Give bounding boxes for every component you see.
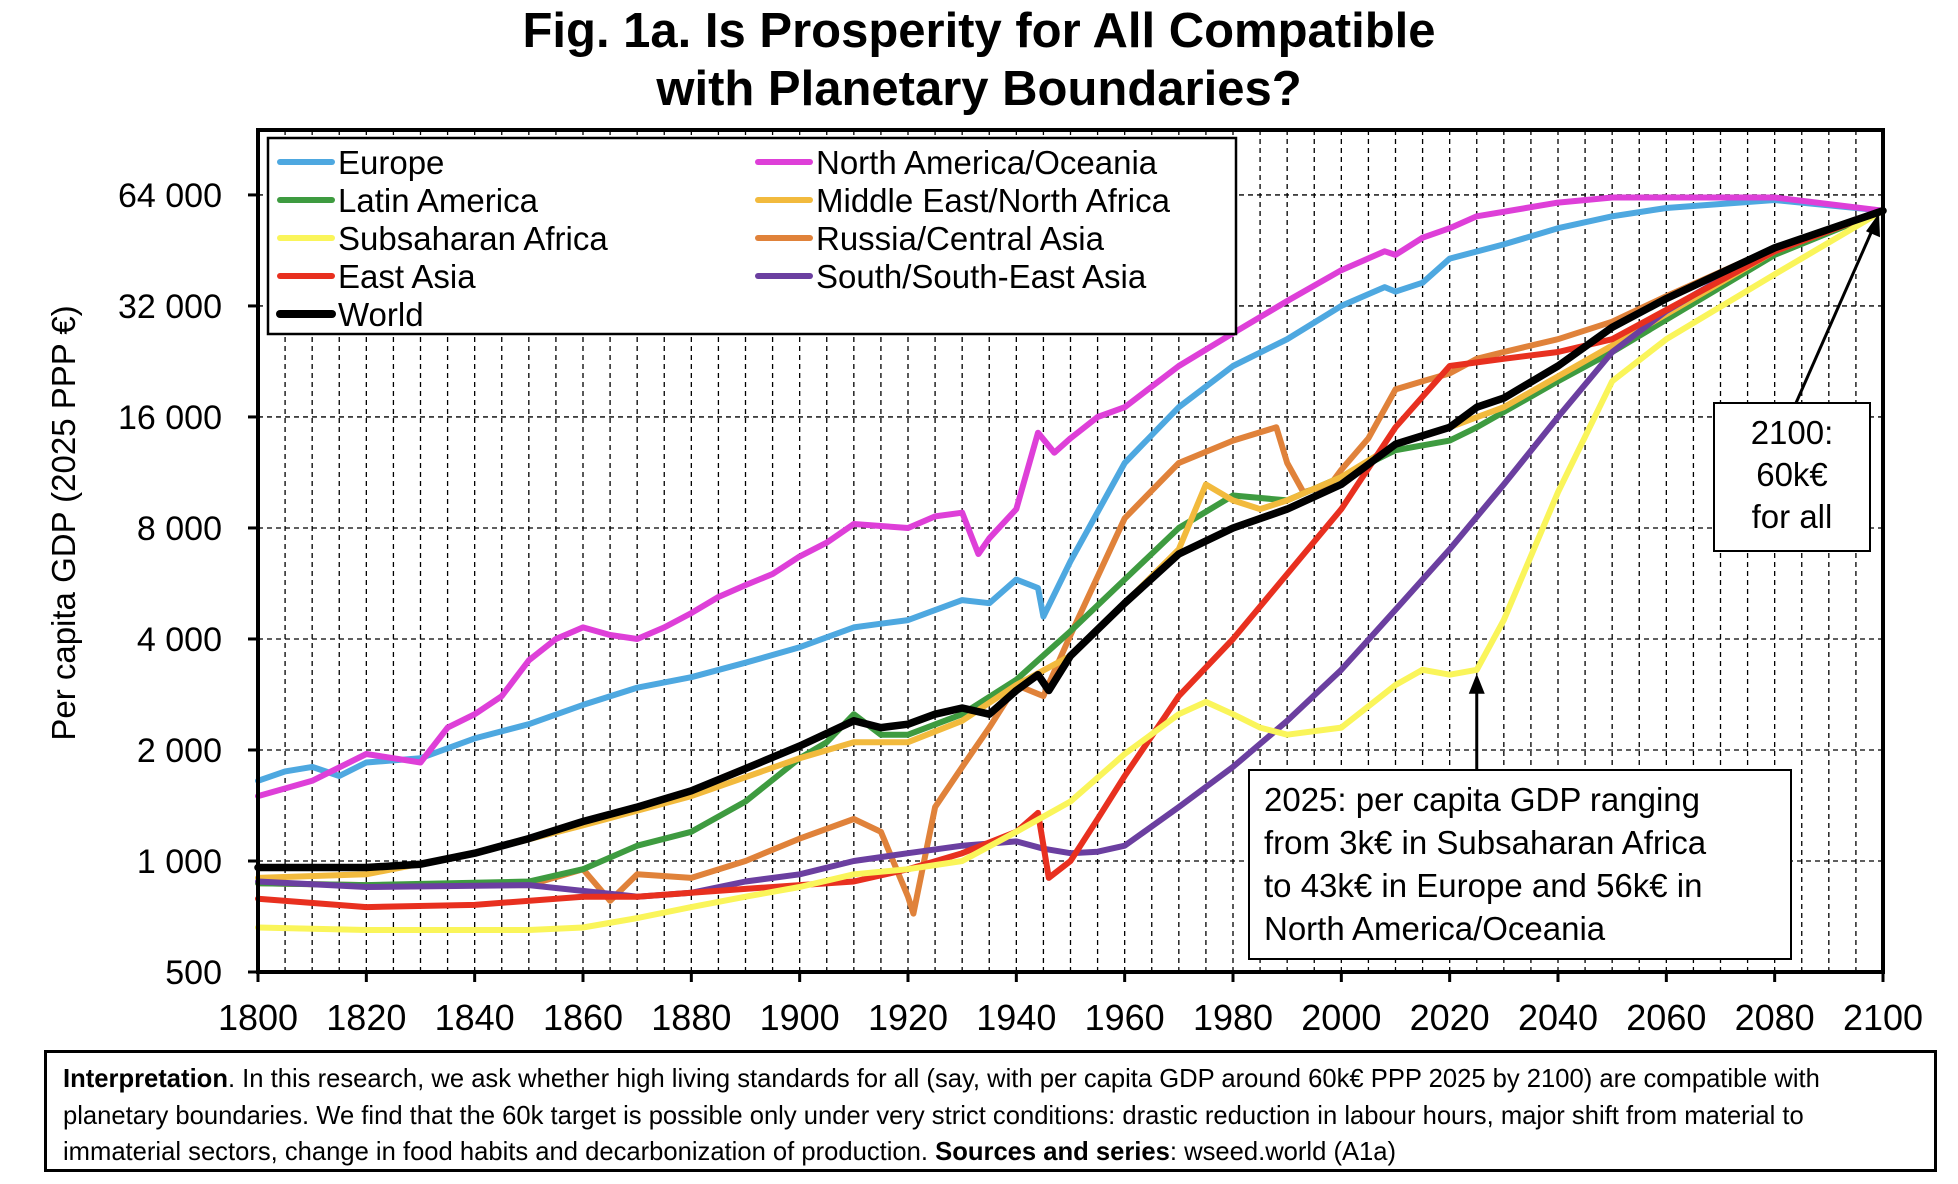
annotation-2100: 2100: 60k€ for all (1713, 213, 1880, 552)
series-line-east-asia (255, 207, 1886, 911)
legend-item-north-america-oceania: North America/Oceania (755, 144, 1158, 181)
plot-frame (256, 128, 1885, 974)
x-tick-label: 2040 (1518, 997, 1598, 1038)
annotation-text-line: from 3k€ in Subsaharan Africa (1264, 824, 1707, 861)
annotation-2025: 2025: per capita GDP ranging from 3k€ in … (1248, 673, 1792, 960)
y-tick-label: 16 000 (118, 399, 222, 437)
series-line-latin-america (255, 207, 1886, 889)
legend-item-latin-america: Latin America (277, 182, 539, 219)
legend-label: Russia/Central Asia (816, 220, 1105, 257)
y-tick-label: 1 000 (137, 843, 222, 881)
x-tick-label: 1880 (651, 997, 731, 1038)
annotation-text-line: for all (1752, 498, 1833, 535)
x-tick-label: 1940 (976, 997, 1056, 1038)
x-tick-label: 1900 (760, 997, 840, 1038)
annotation-text-line: 2025: per capita GDP ranging (1264, 781, 1700, 818)
x-tick-label: 1920 (868, 997, 948, 1038)
x-tick-label: 1820 (326, 997, 406, 1038)
y-tick-label: 32 000 (118, 288, 222, 326)
series-line-subsaharan-africa (255, 207, 1886, 933)
legend-label: Europe (338, 144, 444, 181)
legend-label: Subsaharan Africa (338, 220, 608, 257)
chart-title-line-2: with Planetary Boundaries? (656, 62, 1302, 116)
annotation-text-line: 60k€ (1756, 456, 1828, 493)
y-axis-ticks: 500 1 000 2 000 4 000 8 000 16 000 32 000 64 00… (118, 177, 258, 992)
x-tick-label: 2020 (1410, 997, 1490, 1038)
x-tick-label: 2080 (1735, 997, 1815, 1038)
legend-item-east-asia: East Asia (277, 258, 476, 295)
x-tick-label: 1840 (435, 997, 515, 1038)
sources-label: Sources and series (935, 1138, 1170, 1166)
series-line-north-america-oceania (255, 194, 1886, 800)
y-tick-label: 500 (165, 954, 222, 992)
annotation-arrow (1794, 218, 1879, 404)
legend-label: East Asia (338, 258, 476, 295)
annotation-text-line: 2100: (1751, 414, 1834, 451)
y-axis-label: Per capita GDP (2025 PPP €) (45, 305, 82, 740)
sources-text: : wseed.world (A1a) (1169, 1138, 1397, 1166)
legend: Europe North America/Oceania Latin America… (266, 136, 1238, 336)
series-line-europe (255, 197, 1886, 784)
legend-item-russia-central-asia: Russia/Central Asia (755, 220, 1105, 257)
legend-item-south-south-east-asia: South/South-East Asia (755, 258, 1147, 295)
x-tick-label: 1860 (543, 997, 623, 1038)
legend-label: Middle East/North Africa (816, 182, 1171, 219)
legend-item-world: World (276, 296, 424, 333)
annotation-box (1248, 769, 1792, 960)
y-tick-label: 4 000 (137, 621, 222, 659)
y-tick-label: 64 000 (118, 177, 222, 215)
chart-title: Fig. 1a. Is Prosperity for All Compatibl… (0, 2, 1958, 118)
annotation-text-line: to 43k€ in Europe and 56k€ in (1264, 867, 1703, 904)
interpretation-label: Interpretation (63, 1065, 228, 1093)
annotation-box (1713, 402, 1871, 552)
y-tick-label: 8 000 (137, 510, 222, 548)
legend-item-subsaharan-africa: Subsaharan Africa (277, 220, 608, 257)
legend-label: South/South-East Asia (816, 258, 1147, 295)
annotation-arrowhead (1468, 673, 1485, 694)
legend-item-europe: Europe (277, 144, 444, 181)
interpretation-box: Interpretation. In this research, we ask… (44, 1050, 1937, 1172)
x-tick-label: 2060 (1626, 997, 1706, 1038)
legend-label: Latin America (338, 182, 539, 219)
legend-item-middle-east-north-africa: Middle East/North Africa (755, 182, 1171, 219)
chart-title-line-1: Fig. 1a. Is Prosperity for All Compatibl… (522, 4, 1436, 58)
legend-box (266, 136, 1238, 336)
x-tick-label: 1980 (1193, 997, 1273, 1038)
annotation-text-line: North America/Oceania (1264, 910, 1606, 947)
x-tick-label: 2000 (1301, 997, 1381, 1038)
x-axis-ticks: 1800 1820 1840 1860 1880 1900 1920 1940 1960 1980… (218, 972, 1923, 1038)
legend-label: World (338, 296, 424, 333)
interpretation-text: . In this research, we ask whether high … (63, 1065, 1820, 1166)
data-series (254, 194, 1887, 933)
y-tick-label: 2 000 (137, 732, 222, 770)
x-tick-label: 2100 (1843, 997, 1923, 1038)
annotation-arrowhead (1866, 213, 1880, 238)
annotations: 2100: 60k€ for all 2025: per capita GDP ran… (1248, 213, 1880, 960)
legend-label: North America/Oceania (816, 144, 1158, 181)
x-tick-label: 1800 (218, 997, 298, 1038)
series-line-world (254, 206, 1887, 872)
x-tick-label: 1960 (1085, 997, 1165, 1038)
